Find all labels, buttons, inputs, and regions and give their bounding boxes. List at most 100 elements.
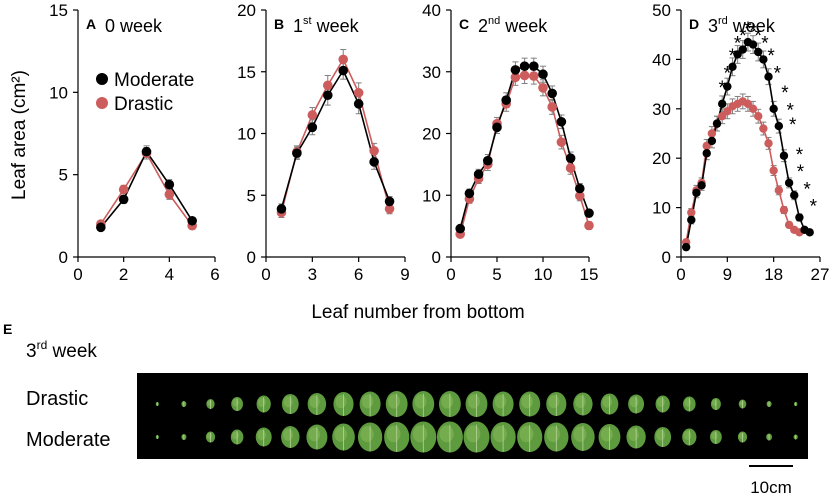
panel-c-drastic-point <box>547 102 557 112</box>
panel-b-moderate-point <box>292 148 302 159</box>
leaf-moderate-highlight <box>257 429 267 441</box>
panel-c-moderate-point <box>473 169 484 180</box>
panel-d-moderate-point <box>754 47 763 57</box>
leaf-drastic-highlight <box>521 394 533 409</box>
panel-b-title: 1st week <box>293 15 360 36</box>
panel-a-moderate-point <box>141 146 152 157</box>
panel-d-significance-mark: * <box>724 63 732 84</box>
panel-c-drastic-point <box>538 83 548 93</box>
panel-d-title: 3rd week <box>708 15 776 36</box>
leaf-row-drastic <box>155 391 798 417</box>
leaf-moderate-highlight <box>232 431 239 440</box>
panel-d-y-tick-label: 20 <box>652 149 671 168</box>
panel-d-moderate-point <box>702 149 711 158</box>
photo-row-label-moderate: Moderate <box>26 429 111 451</box>
leaf-moderate-highlight <box>628 428 639 442</box>
leaf-moderate-highlight <box>412 425 428 443</box>
panel-d-significance-mark: * <box>810 197 818 218</box>
panel-d-significance-mark: * <box>767 46 775 67</box>
panel-d-significance-mark: * <box>718 78 726 99</box>
panel-d-significance-mark: * <box>789 115 797 136</box>
panel-c-moderate-point <box>464 188 475 199</box>
panel-d-drastic-point <box>764 139 773 148</box>
panel-d-moderate-point <box>779 151 789 160</box>
leaf-moderate-highlight <box>683 430 692 440</box>
panel-a-x-tick-label: 4 <box>165 265 174 284</box>
panel-d-significance-mark: * <box>744 19 752 40</box>
panel-d-moderate-point <box>712 119 722 128</box>
leaf-drastic-highlight <box>257 397 266 407</box>
panel-b-y-tick-label: 5 <box>247 186 256 205</box>
panel-d-significance-mark: * <box>761 34 769 55</box>
leaf-drastic-highlight <box>335 395 347 409</box>
leaf-drastic-highlight <box>684 398 692 407</box>
panel-c-x-tick-label: 10 <box>534 265 553 284</box>
panel-c-drastic-point <box>565 163 576 173</box>
panel-c-moderate-point <box>455 223 466 234</box>
x-axis-label: Leaf number from bottom <box>311 302 524 323</box>
panel-a-x-tick-label: 2 <box>119 265 128 284</box>
panel-a-y-tick-label: 0 <box>59 248 68 267</box>
panel-d-drastic-point <box>774 186 784 195</box>
leaf-moderate-highlight <box>546 426 560 443</box>
panel-d-x-tick-label: 18 <box>764 265 783 284</box>
panel-d-y-tick-label: 50 <box>652 1 671 20</box>
leaf-drastic-highlight <box>494 394 507 409</box>
panel-a-letter: A <box>86 16 96 32</box>
panel-c-y-tick-label: 40 <box>422 1 441 20</box>
leaf-drastic-highlight <box>656 397 665 407</box>
leaf-drastic-highlight <box>283 396 293 408</box>
panel-d-y-tick-label: 30 <box>652 100 671 119</box>
panel-c-moderate-point <box>538 69 548 80</box>
panel-d-moderate-point <box>707 136 717 146</box>
panel-a-x-tick-label: 6 <box>210 265 219 284</box>
panel-b-moderate-point <box>322 90 333 101</box>
panel-b-moderate-point <box>384 196 395 207</box>
panel-c-drastic-point <box>575 191 585 201</box>
leaf-row-moderate <box>155 421 798 453</box>
panel-d-significance-mark: * <box>734 34 742 55</box>
panel-c-title-rest: week <box>500 16 548 36</box>
panel-d-drastic-point <box>707 129 717 138</box>
panel-c-drastic-point <box>556 137 567 147</box>
panel-d-moderate-point <box>774 121 784 131</box>
panel-b-x-tick-label: 0 <box>261 265 270 284</box>
photo-panel-letter: E <box>3 321 12 337</box>
panel-d-y-tick-label: 10 <box>652 199 671 218</box>
legend: Moderate Drastic <box>96 70 194 115</box>
panel-a-title: 0 week <box>105 16 163 36</box>
panel-c-drastic-point <box>510 72 521 83</box>
panel-d-drastic-point <box>759 124 768 133</box>
leaf-moderate-highlight <box>206 432 212 439</box>
legend-label-drastic: Drastic <box>114 94 173 115</box>
panel-d-title-sup: rd <box>718 15 728 27</box>
leaf-drastic-highlight <box>711 399 718 407</box>
panel-d-moderate-point <box>738 45 747 54</box>
panel-c-moderate-point <box>529 61 539 71</box>
photo-title-main: 3 <box>26 341 37 362</box>
panel-d-title-main: 3 <box>708 16 718 36</box>
panel-b-y-tick-label: 10 <box>237 125 256 144</box>
photo-row-label-drastic: Drastic <box>26 388 88 410</box>
leaf-drastic-highlight <box>467 394 480 409</box>
photo-panel: E 3rd week Drastic Moderate 10cm <box>3 321 808 497</box>
leaf-moderate-highlight <box>573 426 587 442</box>
panel-b-title-main: 1 <box>293 16 303 36</box>
panel-a-moderate-point <box>164 179 175 190</box>
leaf-moderate-highlight <box>308 427 321 442</box>
panel-a-moderate-series-line <box>100 150 193 228</box>
panel-c-moderate-point <box>584 208 594 218</box>
panel-d-moderate-point <box>764 72 773 81</box>
leaf-drastic-highlight <box>441 394 454 409</box>
panel-c-drastic-point <box>584 220 594 231</box>
leaf-drastic-highlight <box>629 396 639 408</box>
leaf-drastic-highlight <box>575 395 586 409</box>
panel-c-moderate-point <box>565 153 576 163</box>
leaf-moderate-highlight <box>655 429 666 441</box>
panel-d-drastic-point <box>687 208 696 217</box>
panel-d-moderate-point <box>723 82 732 91</box>
leaf-drastic-highlight <box>207 400 212 406</box>
leaf-moderate-highlight <box>493 425 507 443</box>
leaf-moderate-highlight <box>600 427 613 442</box>
leaf-drastic-highlight <box>361 394 374 409</box>
